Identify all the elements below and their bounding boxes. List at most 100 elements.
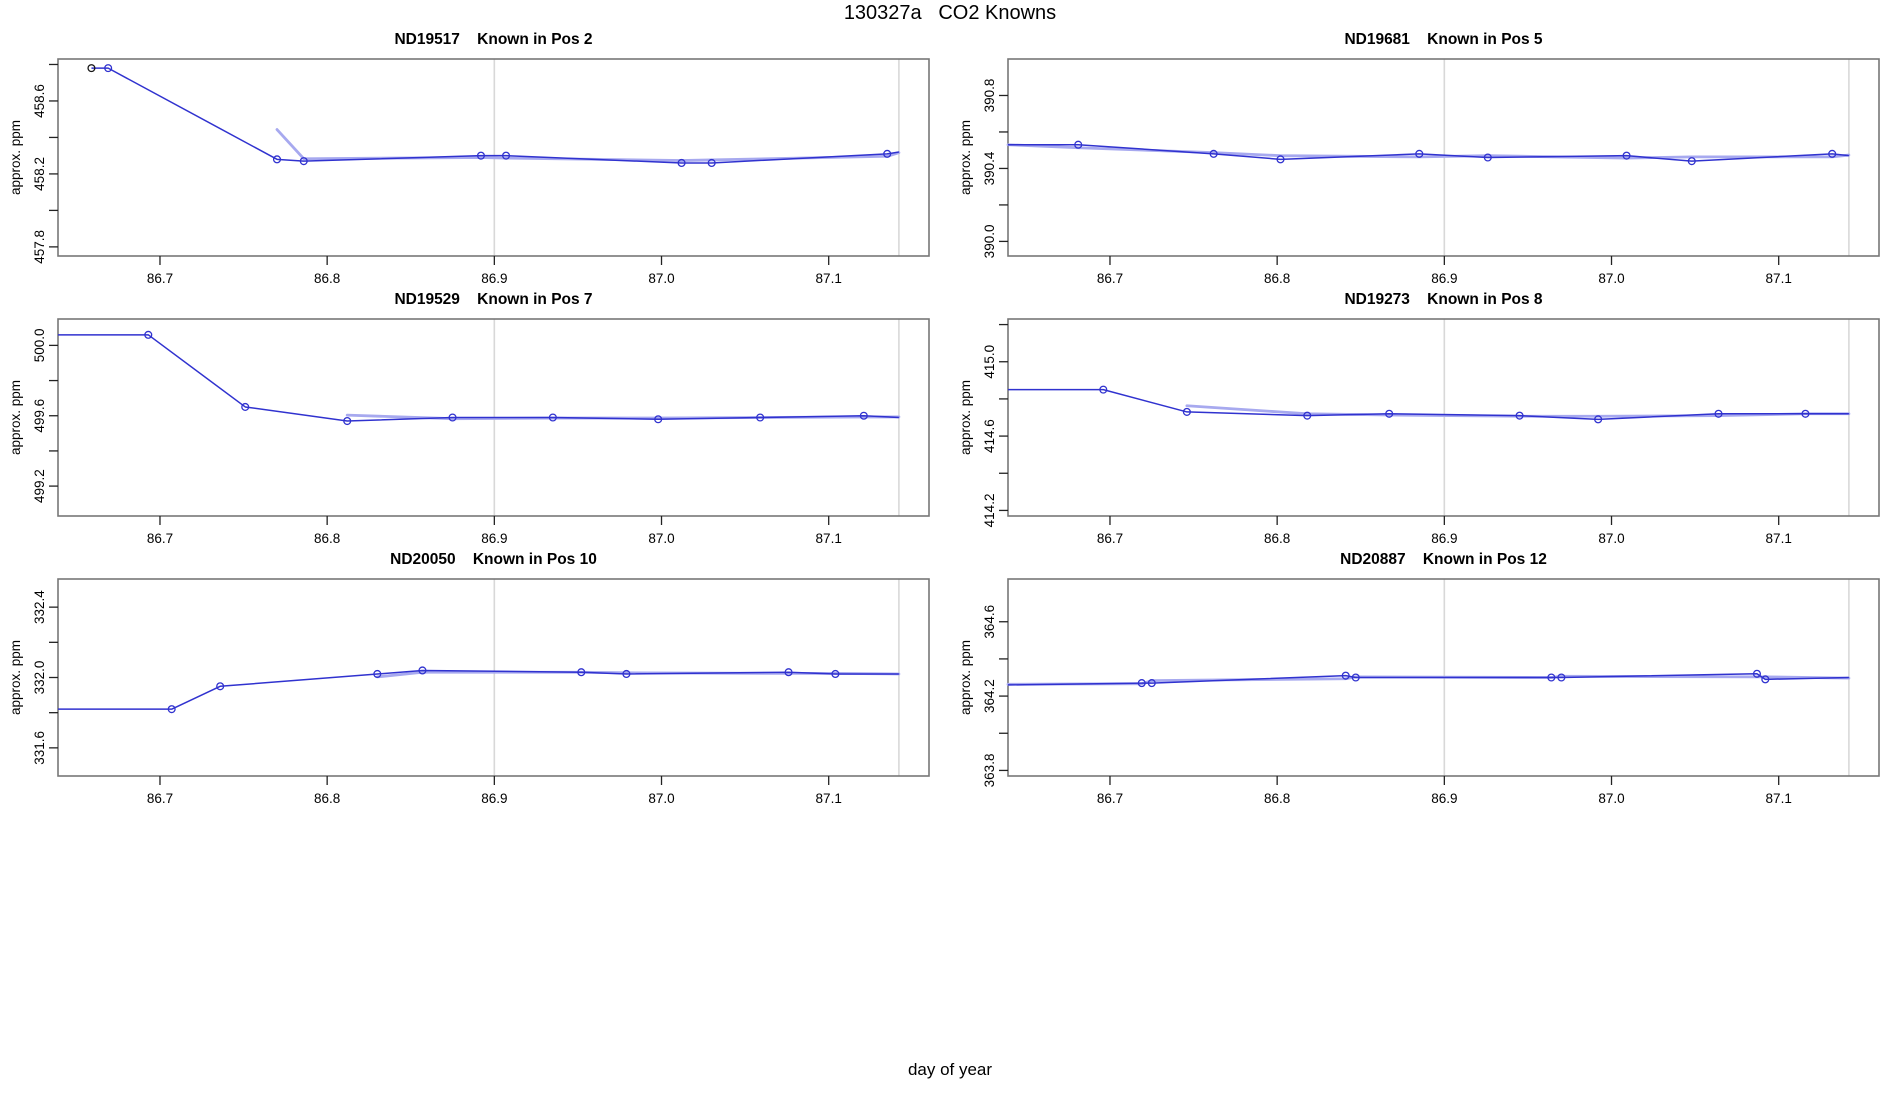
data-line [1008, 143, 1849, 162]
y-tick-label: 364.2 [982, 679, 997, 713]
x-tick-label: 86.8 [314, 271, 340, 285]
data-point [418, 666, 427, 675]
data-point [272, 155, 282, 164]
y-tick-label: 499.6 [32, 399, 47, 433]
data-point [1276, 155, 1285, 164]
data-line [1008, 388, 1849, 421]
x-tick-label: 86.9 [481, 531, 507, 545]
plot-frame [57, 578, 930, 777]
panel-title: ND20050 Known in Pos 10 [390, 551, 597, 568]
x-tick-label: 87.0 [1598, 791, 1624, 805]
data-point [1801, 409, 1810, 418]
x-tick-label: 86.7 [1097, 531, 1123, 545]
x-tick-label: 86.8 [314, 531, 340, 545]
data-point [1099, 385, 1108, 394]
panel-plot: 86.7 86.8 86.9 87.0 87.1 499.2 499.6 500.0 [32, 318, 930, 545]
panel-plot: 86.7 86.8 86.9 87.0 87.1 331.6 332.0 332.4 [32, 578, 930, 805]
panel-title: ND19273 Known in Pos 8 [1344, 291, 1543, 308]
data-point [1074, 140, 1083, 149]
y-tick-label: 390.8 [982, 79, 997, 113]
y-tick-label: 499.2 [32, 469, 47, 503]
x-tick-label: 86.8 [1264, 271, 1290, 285]
y-tick-label: 331.6 [32, 731, 47, 765]
data-point [1341, 671, 1350, 680]
chart-panel: ND19517 Known in Pos 2 approx. ppm 86.7 8… [0, 25, 950, 285]
data-point [677, 158, 686, 168]
data-point [1137, 679, 1146, 688]
y-tick-label: 414.6 [982, 419, 997, 453]
data-point [1687, 157, 1696, 166]
y-tick-label: 364.6 [982, 605, 997, 639]
x-tick-label: 87.0 [648, 791, 674, 805]
data-point [343, 416, 352, 426]
panel-title: ND19517 Known in Pos 2 [394, 31, 593, 48]
plot-frame [1007, 318, 1880, 517]
data-point [1515, 411, 1524, 420]
x-tick-label: 87.0 [648, 271, 674, 285]
x-tick-label: 86.7 [147, 791, 173, 805]
data-point [1415, 149, 1424, 158]
x-tick-label: 86.7 [1097, 271, 1123, 285]
data-line [1007, 673, 1849, 686]
x-tick-label: 86.7 [1097, 791, 1123, 805]
panel-plot: 86.7 86.8 86.9 87.0 87.1 457.8 458.2 458.6 [32, 58, 930, 285]
data-point [476, 151, 486, 160]
chart-panel: ND20887 Known in Pos 12 approx. ppm 86.7… [950, 545, 1900, 805]
x-tick-label: 87.1 [1766, 531, 1792, 545]
data-point [144, 330, 153, 339]
x-tick-label: 87.1 [816, 531, 842, 545]
y-tick-label: 332.4 [32, 590, 47, 624]
data-point [654, 415, 663, 424]
data-point [1385, 409, 1394, 418]
x-tick-label: 87.0 [1598, 271, 1624, 285]
smooth-line [275, 128, 901, 162]
x-tick-label: 87.0 [648, 531, 674, 545]
plot-frame [57, 58, 930, 257]
data-point [1303, 411, 1312, 420]
data-point [373, 669, 382, 679]
y-tick-label: 458.6 [32, 84, 47, 118]
panel-plot: 86.7 86.8 86.9 87.0 87.1 390.0 390.4 390.8 [982, 58, 1880, 285]
data-point [1147, 679, 1156, 688]
data-line [58, 669, 899, 710]
panel-title: ND19681 Known in Pos 5 [1344, 31, 1543, 48]
plot-frame [1007, 578, 1880, 777]
y-tick-label: 363.8 [982, 754, 997, 788]
data-point [1547, 673, 1556, 682]
data-point [241, 402, 250, 411]
smooth-line [1006, 143, 1851, 160]
chart-panel: ND19529 Known in Pos 7 approx. ppm 86.7 8… [0, 285, 950, 545]
panel-plot: 86.7 86.8 86.9 87.0 87.1 363.8 364.2 364.6 [982, 578, 1880, 805]
x-tick-label: 87.1 [1766, 271, 1792, 285]
y-tick-label: 390.4 [982, 151, 997, 185]
data-point [1594, 415, 1603, 424]
data-point [1209, 149, 1218, 158]
chart-panel: ND20050 Known in Pos 10 approx. ppm 86.7… [0, 545, 950, 805]
y-tick-label: 457.8 [32, 230, 47, 264]
data-point [707, 158, 716, 168]
x-tick-label: 86.9 [481, 791, 507, 805]
chart-panel: ND19681 Known in Pos 5 approx. ppm 86.7 8… [950, 25, 1900, 285]
data-point [883, 149, 892, 158]
panel-title: ND19529 Known in Pos 7 [394, 291, 593, 308]
chart-panel: ND19273 Known in Pos 8 approx. ppm 86.7 8… [950, 285, 1900, 545]
data-point [1828, 149, 1837, 158]
data-point [1714, 409, 1723, 418]
data-point [501, 151, 511, 160]
data-point [622, 669, 631, 679]
data-point [1182, 407, 1191, 416]
x-tick-label: 87.1 [1766, 791, 1792, 805]
smooth-line [345, 413, 901, 421]
x-tick-label: 86.8 [314, 791, 340, 805]
figure-title: 130327a CO2 Knowns [843, 2, 1057, 24]
y-tick-label: 458.2 [32, 157, 47, 191]
plot-frame [57, 318, 930, 517]
data-point [299, 157, 308, 166]
x-tick-label: 87.1 [816, 271, 842, 285]
y-tick-label: 500.0 [32, 328, 47, 362]
y-tick-label: 390.0 [982, 225, 997, 259]
data-point [1752, 669, 1762, 678]
data-point [577, 668, 586, 677]
data-point [1351, 673, 1360, 682]
data-point [1557, 673, 1566, 682]
